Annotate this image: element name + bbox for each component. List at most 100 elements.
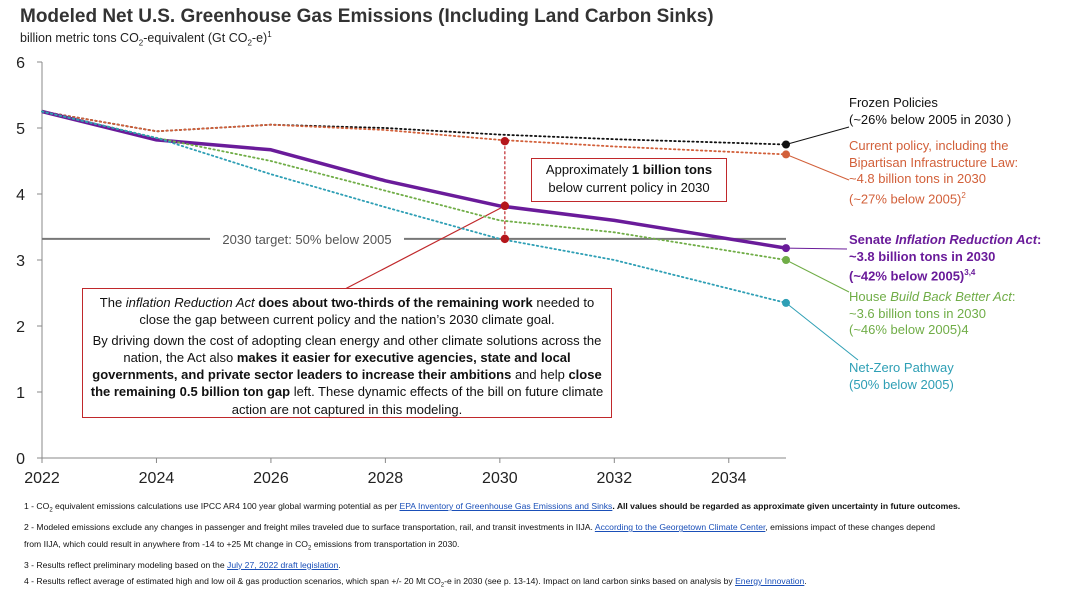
series-end-marker bbox=[782, 140, 790, 149]
x-tick-label: 2028 bbox=[368, 470, 404, 487]
label-line: Frozen Policies bbox=[849, 95, 938, 110]
ira-text: By driving down the cost of adopting cle… bbox=[92, 332, 602, 365]
gap-marker bbox=[500, 201, 510, 211]
marker-layer bbox=[500, 137, 790, 307]
fn-text: 4 - Results reflect average of estimated… bbox=[24, 576, 441, 587]
chart-title: Modeled Net U.S. Greenhouse Gas Emission… bbox=[20, 6, 714, 27]
label-line: (50% below 2005) bbox=[849, 376, 954, 392]
ira-bold: does about two-thirds of the remaining w… bbox=[254, 295, 533, 310]
x-tick-label: 2026 bbox=[253, 470, 289, 487]
series-end-marker bbox=[782, 244, 790, 253]
label-line: ~3.6 billion tons in 2030 bbox=[849, 305, 986, 321]
series-layer bbox=[41, 109, 787, 304]
label-text: House bbox=[849, 289, 891, 304]
fn-sub: 2 bbox=[307, 545, 312, 552]
label-leader bbox=[785, 259, 850, 293]
one-billion-callout: Approximately 1 billion tons below curre… bbox=[531, 158, 727, 202]
label-line: ~3.8 billion tons in 2030 bbox=[849, 248, 996, 264]
series-line bbox=[41, 110, 787, 304]
footnote-2: 2 - Modeled emissions exclude any change… bbox=[24, 519, 1090, 535]
callout-text: below current policy in 2030 bbox=[548, 180, 710, 195]
footnotes: 1 - CO2 equivalent emissions calculation… bbox=[24, 498, 1090, 594]
label-line: (~27% below 2005)2 bbox=[849, 188, 1018, 208]
fn-text: from IIJA, which could result in anywher… bbox=[24, 538, 308, 549]
label-house-bbb: House Build Back Better Act: ~3.6 billio… bbox=[849, 289, 1015, 339]
label-net-zero: Net-Zero Pathway (50% below 2005) bbox=[849, 360, 954, 393]
fn-sub: 2 bbox=[49, 507, 53, 514]
subtitle-sup: 1 bbox=[267, 30, 272, 39]
label-text: (~27% below 2005) bbox=[849, 190, 962, 206]
label-text: : bbox=[1037, 232, 1042, 247]
subtitle-text: billion metric tons CO bbox=[20, 31, 139, 46]
axes-layer: 0 1 2 3 4 5 6 2022 2024 2026 2028 2030 2032 2034 2030 … bbox=[16, 55, 786, 487]
ira-bold: close the remaining 0.5 billion ton gap bbox=[90, 367, 602, 400]
fn-text: equivalent emissions calculations use IP… bbox=[52, 501, 400, 511]
footnote-3: 3 - Results reflect preliminary modeling… bbox=[24, 557, 1090, 573]
fn-bold: . All values should be regarded as appro… bbox=[612, 501, 961, 511]
label-line: (~46% below 2005)4 bbox=[849, 322, 969, 337]
label-line: Net-Zero Pathway bbox=[849, 360, 954, 375]
ira-paragraph-2: By driving down the cost of adopting cle… bbox=[87, 332, 607, 418]
footnote-2-cont: from IIJA, which could result in anywher… bbox=[24, 536, 1090, 557]
callout-leader bbox=[344, 205, 506, 290]
ira-text: needed to close the gap between current … bbox=[139, 295, 595, 328]
fn-text: , emissions impact of these changes depe… bbox=[765, 522, 935, 533]
georgetown-link[interactable]: According to the Georgetown Climate Cent… bbox=[594, 522, 766, 533]
x-tick-label: 2030 bbox=[482, 470, 518, 487]
fn-text: . bbox=[338, 559, 341, 570]
label-text: Senate bbox=[849, 232, 896, 247]
epa-inventory-link[interactable]: EPA Inventory of Greenhouse Gas Emission… bbox=[399, 501, 613, 511]
label-frozen-policies: Frozen Policies (~26% below 2005 in 2030… bbox=[849, 95, 1011, 128]
label-sup: 2 bbox=[961, 190, 966, 200]
series-end-marker bbox=[782, 150, 790, 159]
label-text: (~42% below 2005) bbox=[849, 268, 965, 284]
footnote-4: 4 - Results reflect average of estimated… bbox=[24, 573, 1090, 594]
y-tick-label: 6 bbox=[16, 55, 25, 72]
subtitle-text: -equivalent (Gt CO bbox=[143, 31, 248, 46]
label-italic: Build Back Better Act bbox=[890, 289, 1012, 304]
ira-text: left. These dynamic effects of the bill … bbox=[231, 384, 604, 417]
emissions-chart: 0 1 2 3 4 5 6 2022 2024 2026 2028 2030 2032 2034 2030 … bbox=[16, 55, 859, 487]
x-tick-label: 2034 bbox=[711, 470, 747, 487]
ira-italic: inflation Reduction Act bbox=[125, 295, 255, 310]
label-line: Bipartisan Infrastructure Law: bbox=[849, 154, 1019, 170]
label-leader bbox=[785, 302, 859, 361]
y-tick-label: 3 bbox=[16, 253, 25, 270]
callout-text: Approximately bbox=[545, 162, 632, 177]
chart-subtitle: billion metric tons CO2-equivalent (Gt C… bbox=[20, 30, 272, 48]
ira-paragraph-1: The inflation Reduction Act does about t… bbox=[87, 294, 607, 329]
label-italic: Inflation Reduction Act bbox=[895, 232, 1038, 247]
subtitle-sub: 2 bbox=[247, 38, 252, 48]
gap-marker bbox=[500, 137, 510, 146]
footnote-1: 1 - CO2 equivalent emissions calculation… bbox=[24, 498, 1090, 519]
y-tick-label: 1 bbox=[16, 385, 25, 402]
ira-text: and help bbox=[511, 367, 569, 383]
fn-text: . bbox=[804, 576, 807, 587]
series-end-marker bbox=[782, 256, 790, 264]
label-line: House Build Back Better Act: bbox=[849, 289, 1015, 306]
fn-text: 3 - Results reflect preliminary modeling… bbox=[24, 559, 228, 570]
label-senate-ira: Senate Inflation Reduction Act: ~3.8 bil… bbox=[849, 232, 1041, 285]
label-line: ~4.8 billion tons in 2030 bbox=[849, 171, 986, 186]
label-leader bbox=[785, 247, 848, 250]
subtitle-sub: 2 bbox=[138, 38, 144, 48]
gap-marker bbox=[500, 234, 510, 244]
label-text: : bbox=[1011, 289, 1016, 304]
fn-text: 1 - CO bbox=[24, 501, 50, 511]
y-tick-label: 2 bbox=[16, 319, 25, 336]
fn-text: emissions from transportation in 2030. bbox=[311, 538, 460, 549]
label-line: Senate Inflation Reduction Act: bbox=[849, 232, 1041, 249]
series-line bbox=[41, 109, 787, 250]
label-leader bbox=[785, 153, 850, 181]
y-tick-label: 4 bbox=[16, 187, 25, 204]
target-label-bg bbox=[210, 229, 404, 248]
leader-lines bbox=[344, 126, 859, 361]
label-line: (~42% below 2005)3,4 bbox=[849, 265, 1041, 285]
ira-bold: makes it easier for executive agencies, … bbox=[92, 349, 571, 383]
label-sup: 3,4 bbox=[964, 268, 976, 277]
energy-innovation-link[interactable]: Energy Innovation bbox=[735, 576, 805, 587]
draft-legislation-link[interactable]: July 27, 2022 draft legislation bbox=[227, 559, 339, 570]
target-label: 2030 target: 50% below 2005 bbox=[222, 232, 391, 247]
label-line: (~26% below 2005 in 2030 ) bbox=[849, 111, 1012, 127]
label-leader bbox=[785, 126, 850, 145]
